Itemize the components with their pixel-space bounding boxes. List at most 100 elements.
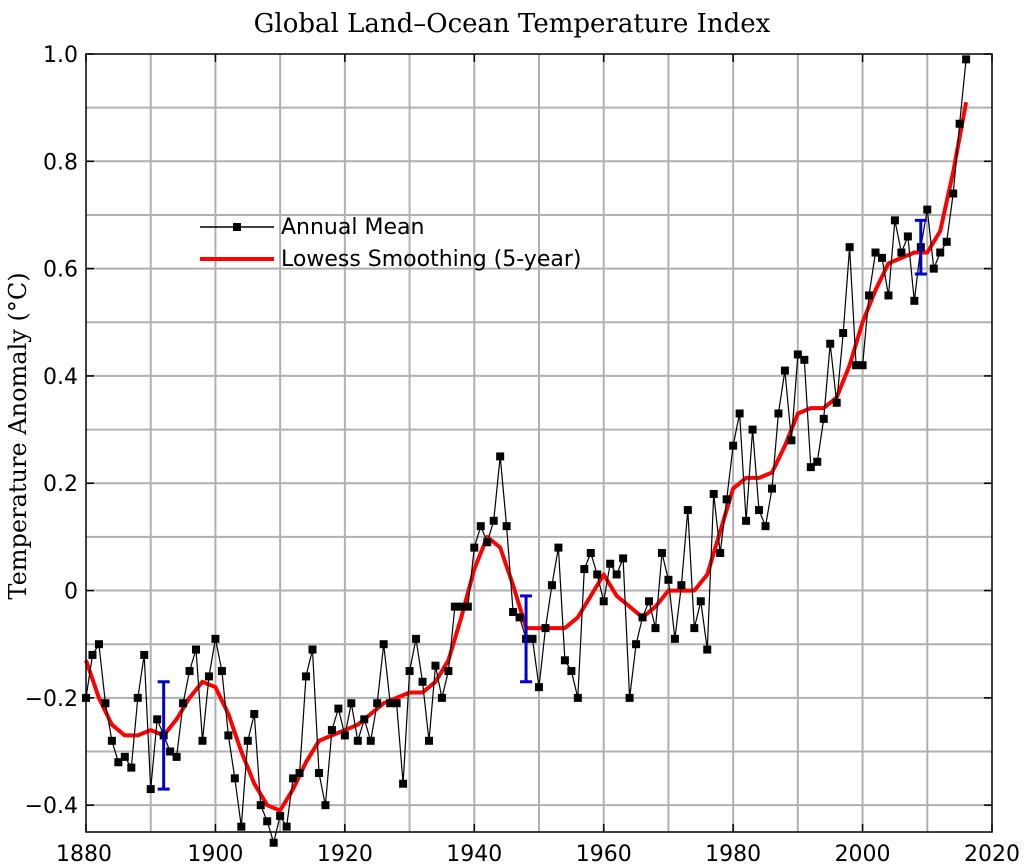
annual-mean-point (806, 463, 815, 472)
legend-annual-label: Annual Mean (281, 215, 424, 240)
annual-mean-point (606, 559, 615, 568)
annual-mean-point (955, 119, 964, 128)
annual-mean-point (729, 441, 738, 450)
annual-mean-point (515, 613, 524, 622)
annual-mean-point (573, 693, 582, 702)
annual-mean-point (619, 554, 628, 563)
annual-mean-line (85, 59, 967, 845)
annual-mean-point (780, 366, 789, 375)
x-ticks: 1880 1900 1920 1940 1960 1980 2000 2020 (56, 54, 1020, 867)
annual-mean-point (308, 645, 317, 654)
annual-mean-point (347, 699, 356, 708)
y-tick-label: 0.8 (43, 150, 78, 175)
annual-mean-point (476, 522, 485, 531)
annual-mean-point (929, 264, 938, 273)
annual-mean-point (133, 693, 142, 702)
annual-mean-point (800, 355, 809, 364)
annual-mean-point (424, 736, 433, 745)
annual-mean-point (276, 811, 285, 820)
annual-mean-point (386, 699, 395, 708)
annual-mean-point (877, 253, 886, 262)
x-tick-label: 2020 (964, 842, 1020, 867)
annual-mean-point (625, 693, 634, 702)
annual-mean-point (535, 683, 543, 692)
annual-mean-point (94, 640, 103, 649)
annual-mean-point (541, 624, 550, 633)
smoothing-series (84, 101, 969, 813)
y-tick-label: 0 (64, 580, 78, 605)
annual-mean-point (146, 785, 155, 794)
annual-mean-point (185, 667, 194, 676)
annual-mean-point (302, 672, 311, 681)
annual-mean-point (560, 656, 569, 665)
annual-mean-point (444, 667, 453, 676)
annual-mean-point (612, 570, 621, 579)
annual-mean-point (431, 661, 440, 670)
annual-mean-point (670, 634, 679, 643)
annual-mean-point (412, 634, 421, 643)
annual-mean-point (852, 361, 861, 370)
annual-mean-point (716, 548, 725, 557)
annual-mean-point (289, 774, 298, 783)
annual-mean-point (690, 624, 699, 633)
annual-mean-point (107, 736, 116, 745)
y-tick-label: 0.6 (43, 258, 78, 283)
annual-mean-point (677, 581, 686, 590)
annual-mean-point (502, 522, 511, 531)
annual-mean-point (295, 768, 304, 777)
annual-mean-point (314, 768, 323, 777)
error-bar (520, 594, 533, 684)
annual-mean-point (437, 693, 446, 702)
annual-mean-point (586, 548, 595, 557)
x-tick-label: 1920 (317, 842, 373, 867)
annual-mean-point (211, 634, 220, 643)
annual-mean-point (942, 237, 951, 246)
annual-mean-point (243, 736, 252, 745)
annual-mean-point (470, 543, 479, 552)
annual-mean-point (204, 672, 213, 681)
annual-mean-point (463, 602, 472, 611)
annual-mean-point (353, 736, 362, 745)
annual-mean-point (632, 640, 641, 649)
annual-mean-point (709, 489, 718, 498)
annual-mean-point (269, 838, 278, 847)
annual-mean-point (88, 650, 97, 659)
annual-mean-point (334, 704, 343, 713)
annual-mean-point (755, 506, 764, 515)
annual-mean-point (198, 736, 207, 745)
annual-mean-point (120, 752, 129, 761)
annual-mean-point (683, 506, 692, 515)
annual-mean-point (327, 726, 336, 735)
annual-mean-point (405, 667, 414, 676)
annual-mean-point (179, 699, 188, 708)
annual-mean-point (748, 425, 757, 434)
annual-mean-point (645, 597, 654, 606)
annual-mean-point (936, 248, 945, 257)
annual-mean-point (153, 715, 162, 724)
y-axis-label: Temperature Anomaly (°C) (4, 272, 32, 599)
smoothing-line (84, 101, 969, 813)
annual-mean-point (101, 699, 110, 708)
y-tick-label: 0.2 (43, 472, 78, 497)
chart-title: Global Land–Ocean Temperature Index (254, 9, 771, 39)
annual-mean-point (528, 634, 537, 643)
y-ticks: −0.4 −0.2 0 0.2 0.4 0.6 0.8 1.0 (25, 43, 992, 819)
annual-mean-point (761, 522, 770, 531)
annual-mean-point (340, 731, 349, 740)
annual-mean-point (172, 752, 181, 761)
annual-mean-point (949, 189, 958, 198)
annual-mean-point (547, 581, 556, 590)
annual-mean-point (450, 602, 459, 611)
annual-mean-point (923, 205, 932, 214)
annual-mean-point (858, 361, 867, 370)
annual-mean-point (787, 436, 796, 445)
annual-mean-point (767, 484, 776, 493)
annual-mean-point (489, 516, 498, 525)
annual-mean-point (127, 763, 136, 772)
x-tick-label: 1880 (56, 842, 112, 867)
annual-mean-point (263, 817, 272, 826)
annual-mean-point (657, 548, 666, 557)
annual-mean-point (962, 55, 971, 64)
annual-mean-point (282, 822, 291, 831)
